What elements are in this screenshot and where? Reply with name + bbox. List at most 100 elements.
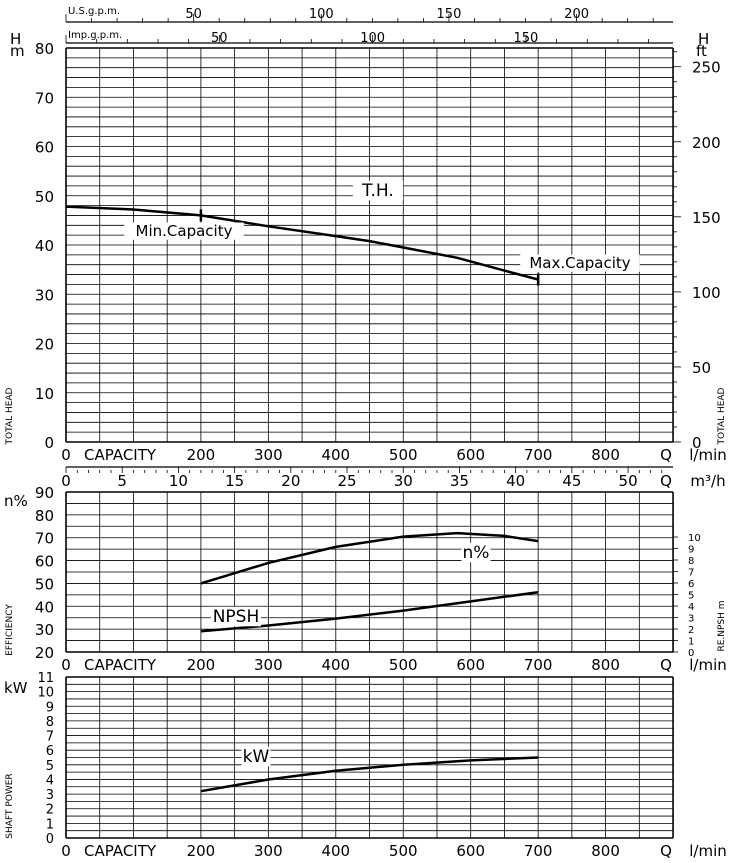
tick-label-y: 4 bbox=[46, 773, 54, 788]
y-axis-title-right: TOTAL HEAD bbox=[717, 387, 727, 445]
tick-label-x: 600 bbox=[456, 656, 485, 674]
label-background bbox=[520, 254, 640, 272]
label-background bbox=[352, 180, 404, 201]
tick-label-x: 800 bbox=[591, 842, 620, 860]
tick-label-npsh: 6 bbox=[688, 579, 694, 590]
tick-label-x: 200 bbox=[187, 842, 216, 860]
tick-label-usgpm: 100 bbox=[309, 7, 334, 22]
tick-label-y: 50 bbox=[35, 188, 54, 206]
tick-label-x: 500 bbox=[389, 656, 418, 674]
tick-label-x: 0 bbox=[61, 446, 71, 464]
axis-title-capacity: CAPACITY bbox=[84, 842, 157, 860]
tick-label-y: 2 bbox=[46, 803, 54, 818]
tick-label-npsh: 8 bbox=[688, 556, 694, 567]
tick-label-x: l/min bbox=[689, 446, 727, 464]
tick-label-y: 20 bbox=[35, 336, 54, 354]
tick-label-x: 700 bbox=[524, 842, 553, 860]
label-background bbox=[124, 222, 244, 240]
tick-label-y: 80 bbox=[35, 507, 54, 525]
tick-label-y: 40 bbox=[35, 598, 54, 616]
tick-label-y: 20 bbox=[35, 644, 54, 662]
tick-label-npsh: 7 bbox=[688, 568, 694, 579]
y-symbol-left: H bbox=[10, 30, 21, 48]
tick-label-impgpm: 50 bbox=[211, 31, 228, 46]
tick-label-m3h: 20 bbox=[281, 472, 300, 490]
tick-label-x: Q bbox=[660, 446, 672, 464]
axis-title-capacity: CAPACITY bbox=[84, 656, 157, 674]
tick-label-x: 400 bbox=[321, 842, 350, 860]
y-axis-title-left: TOTAL HEAD bbox=[5, 387, 15, 445]
tick-label-y: 9 bbox=[46, 700, 54, 715]
tick-label-y: 1 bbox=[46, 817, 54, 832]
tick-label-impgpm: 150 bbox=[514, 31, 539, 46]
axis-title-capacity: CAPACITY bbox=[84, 446, 157, 464]
tick-label-x: 500 bbox=[389, 842, 418, 860]
tick-label-npsh: 10 bbox=[688, 533, 701, 544]
npsh-curve bbox=[200, 590, 539, 633]
tick-label-npsh: 2 bbox=[688, 625, 694, 636]
tick-label-ft: 150 bbox=[692, 209, 721, 227]
tick-label-y: 10 bbox=[37, 686, 54, 701]
top-axis-label-impgpm: Imp.g.p.m. bbox=[68, 30, 122, 41]
tick-label-x: l/min bbox=[689, 656, 727, 674]
tick-label-x: 600 bbox=[456, 446, 485, 464]
tick-label-y: 0 bbox=[44, 434, 54, 452]
tick-label-m3h: Q bbox=[660, 472, 672, 490]
power-series-label: kW bbox=[243, 747, 270, 767]
tick-label-x: 800 bbox=[591, 446, 620, 464]
tick-label-y: 60 bbox=[35, 139, 54, 157]
tick-label-x: 200 bbox=[187, 446, 216, 464]
tick-label-x: 0 bbox=[61, 656, 71, 674]
tick-label-m3h: 5 bbox=[117, 472, 127, 490]
tick-label-y: 80 bbox=[35, 40, 54, 58]
tick-label-x: Q bbox=[660, 656, 672, 674]
tick-label-usgpm: 200 bbox=[564, 7, 589, 22]
tick-label-m3h: 45 bbox=[562, 472, 581, 490]
y-axis-title-npsh: RE.NPSH m bbox=[717, 600, 727, 651]
label-background bbox=[461, 542, 491, 563]
y-unit-left: m bbox=[10, 42, 25, 60]
tick-label-x: 300 bbox=[254, 842, 283, 860]
tick-label-y: 5 bbox=[46, 759, 54, 774]
y-unit-efficiency: n% bbox=[4, 492, 28, 510]
top-axis-unit-m3h: m³/h bbox=[690, 472, 725, 490]
tick-label-y: 70 bbox=[35, 530, 54, 548]
tick-label-x: 700 bbox=[524, 446, 553, 464]
tick-label-x: 800 bbox=[591, 656, 620, 674]
tick-label-ft: 100 bbox=[692, 284, 721, 302]
y-axis-title-efficiency: EFFICIENCY bbox=[5, 604, 15, 656]
tick-label-y: 3 bbox=[46, 788, 54, 803]
tick-label-x: 200 bbox=[187, 656, 216, 674]
tick-label-usgpm: 150 bbox=[437, 7, 462, 22]
tick-label-m3h: 10 bbox=[169, 472, 188, 490]
tick-label-y: 10 bbox=[35, 385, 54, 403]
tick-label-x: 0 bbox=[61, 842, 71, 860]
tick-label-y: 30 bbox=[35, 286, 54, 304]
tick-label-m3h: 25 bbox=[337, 472, 356, 490]
tick-label-y: 0 bbox=[46, 832, 54, 847]
top-axis-label-usgpm: U.S.g.p.m. bbox=[68, 6, 120, 17]
tick-label-usgpm: 50 bbox=[185, 7, 202, 22]
tick-label-ft: 0 bbox=[692, 434, 702, 452]
y-unit-right: ft bbox=[696, 42, 707, 60]
tick-label-npsh: 5 bbox=[688, 591, 694, 602]
efficiency-series-label: n% bbox=[463, 543, 490, 563]
tick-label-y: 40 bbox=[35, 237, 54, 255]
npsh-series-label: NPSH bbox=[213, 607, 260, 627]
tick-label-m3h: 30 bbox=[394, 472, 413, 490]
max-capacity-label: Max.Capacity bbox=[529, 254, 630, 272]
grid-layer bbox=[65, 14, 681, 839]
tick-label-y: 8 bbox=[46, 715, 54, 730]
tick-label-x: Q bbox=[660, 842, 672, 860]
th-curve bbox=[65, 205, 539, 281]
tick-label-y: 70 bbox=[35, 89, 54, 107]
tick-label-y: 11 bbox=[37, 671, 54, 686]
min-capacity-label: Min.Capacity bbox=[136, 222, 233, 240]
tick-label-y: 30 bbox=[35, 621, 54, 639]
tick-label-m3h: 35 bbox=[450, 472, 469, 490]
label-background bbox=[241, 746, 271, 767]
tick-label-npsh: 0 bbox=[688, 648, 694, 659]
tick-label-npsh: 1 bbox=[688, 637, 694, 648]
tick-label-x: l/min bbox=[689, 842, 727, 860]
